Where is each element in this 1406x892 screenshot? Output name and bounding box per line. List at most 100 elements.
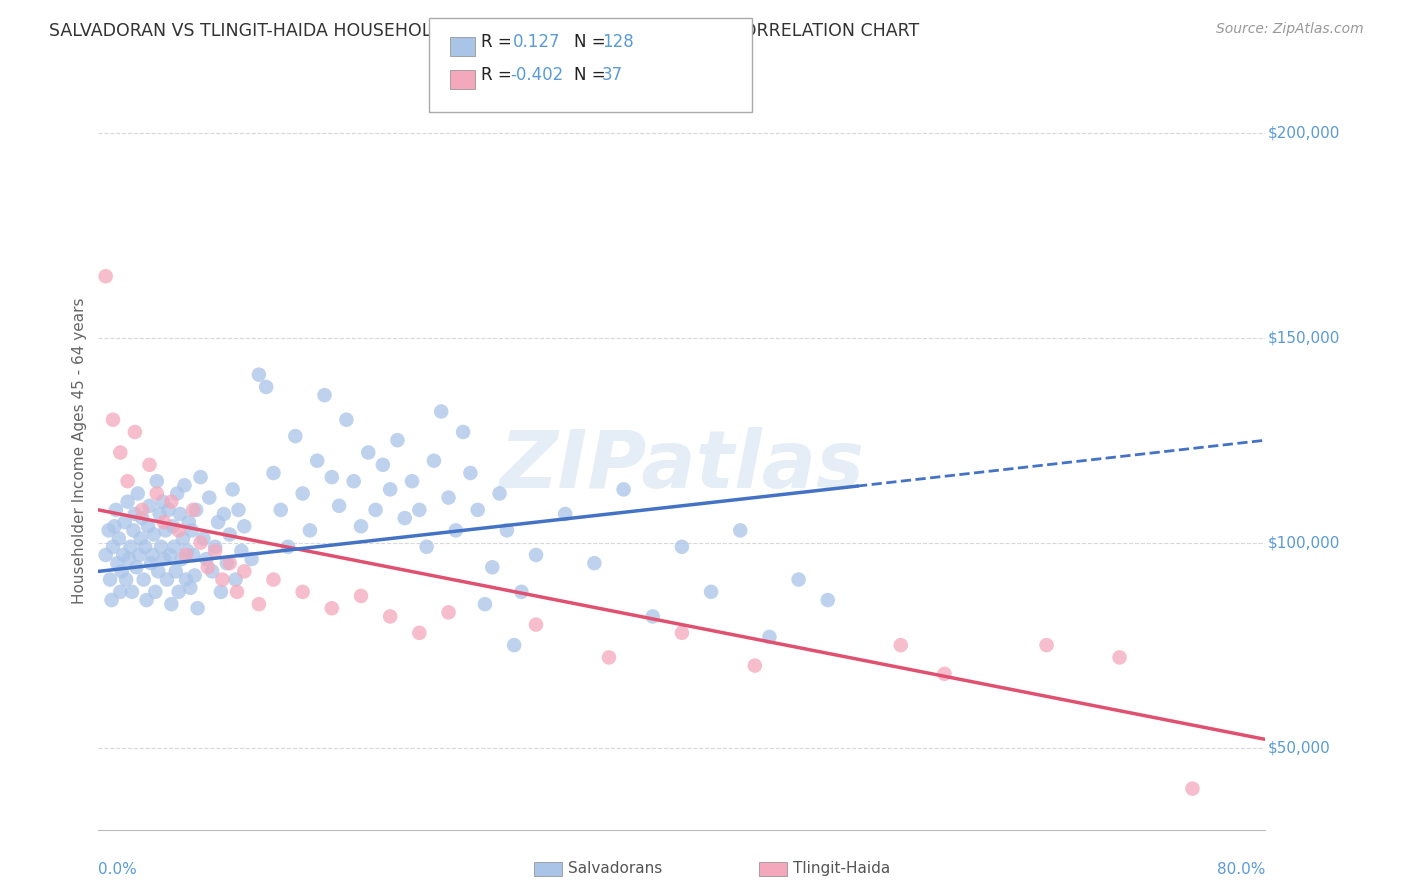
Point [124, 507, 146, 521]
Text: Tlingit-Haida: Tlingit-Haida [793, 862, 890, 876]
Point [641, 609, 664, 624]
Point [460, 466, 482, 480]
Point [173, 478, 195, 492]
Point [117, 474, 139, 488]
Point [291, 486, 314, 500]
Point [364, 503, 387, 517]
Point [307, 453, 329, 467]
Text: R =: R = [481, 33, 522, 51]
Point [387, 434, 409, 448]
Point [139, 556, 162, 570]
Point [141, 548, 163, 562]
Point [181, 548, 204, 562]
Point [153, 552, 176, 566]
Text: -0.402: -0.402 [510, 66, 564, 84]
Point [467, 503, 489, 517]
Point [1035, 638, 1057, 652]
Point [343, 474, 366, 488]
Point [114, 515, 136, 529]
Point [488, 486, 510, 500]
Point [160, 494, 183, 508]
Point [335, 413, 357, 427]
Point [131, 503, 153, 517]
Point [817, 593, 839, 607]
Point [121, 585, 143, 599]
Point [136, 519, 159, 533]
Point [211, 573, 233, 587]
Point [162, 519, 184, 533]
Point [263, 573, 285, 587]
Point [415, 540, 437, 554]
Point [101, 540, 124, 554]
Point [284, 429, 307, 443]
Point [730, 524, 752, 538]
Point [700, 585, 723, 599]
Point [94, 269, 117, 284]
Point [127, 486, 149, 500]
Text: Source: ZipAtlas.com: Source: ZipAtlas.com [1216, 22, 1364, 37]
Point [444, 524, 467, 538]
Point [160, 597, 183, 611]
Point [263, 466, 285, 480]
Point [201, 565, 224, 579]
Point [134, 540, 156, 554]
Point [193, 532, 215, 546]
Point [174, 548, 197, 562]
Point [98, 573, 121, 587]
Text: Salvadorans: Salvadorans [568, 862, 662, 876]
Point [1181, 781, 1204, 796]
Point [190, 470, 212, 484]
Point [180, 524, 202, 538]
Point [174, 573, 197, 587]
Point [135, 593, 157, 607]
Text: 0.0%: 0.0% [98, 863, 138, 878]
Point [437, 605, 460, 619]
Point [198, 491, 221, 505]
Text: 0.127: 0.127 [513, 33, 561, 51]
Point [149, 507, 172, 521]
Point [170, 552, 193, 566]
Point [277, 540, 299, 554]
Point [169, 507, 191, 521]
Point [503, 638, 526, 652]
Text: $200,000: $200,000 [1268, 126, 1340, 140]
Point [209, 585, 232, 599]
Point [408, 503, 430, 517]
Point [142, 527, 165, 541]
Text: SALVADORAN VS TLINGIT-HAIDA HOUSEHOLDER INCOME AGES 45 - 64 YEARS CORRELATION CH: SALVADORAN VS TLINGIT-HAIDA HOUSEHOLDER … [49, 22, 920, 40]
Point [152, 494, 174, 508]
Point [524, 617, 547, 632]
Point [437, 491, 460, 505]
Point [179, 581, 201, 595]
Point [226, 585, 249, 599]
Point [254, 380, 277, 394]
Point [157, 503, 180, 517]
Point [934, 666, 956, 681]
Point [233, 519, 256, 533]
Point [314, 388, 336, 402]
Point [671, 540, 693, 554]
Point [408, 625, 430, 640]
Point [122, 524, 145, 538]
Point [163, 540, 186, 554]
Point [394, 511, 416, 525]
Point [148, 565, 170, 579]
Text: N =: N = [574, 33, 610, 51]
Point [111, 565, 134, 579]
Point [104, 503, 127, 517]
Point [115, 573, 138, 587]
Point [298, 524, 321, 538]
Point [671, 625, 693, 640]
Point [218, 556, 240, 570]
Point [451, 425, 474, 439]
Point [524, 548, 547, 562]
Point [228, 503, 250, 517]
Point [156, 573, 179, 587]
Point [380, 483, 402, 497]
Point [128, 548, 150, 562]
Point [890, 638, 912, 652]
Point [212, 507, 235, 521]
Point [146, 474, 169, 488]
Point [97, 524, 120, 538]
Point [270, 503, 292, 517]
